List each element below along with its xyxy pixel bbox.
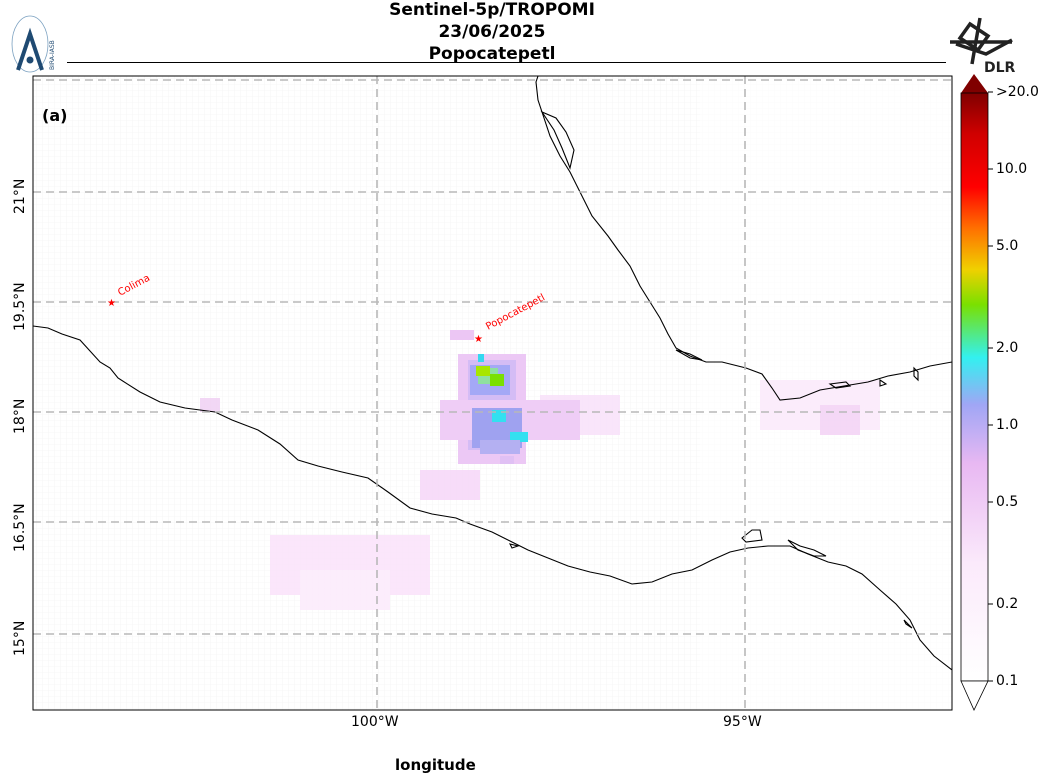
coastline bbox=[33, 76, 952, 671]
colorbar-label-0-1: 0.1 bbox=[996, 673, 1019, 689]
map-frame bbox=[32, 75, 953, 711]
bira-iasb-logo: BIRA-IASB bbox=[11, 15, 56, 73]
lat-tick-15: 15°N bbox=[12, 620, 28, 656]
colorbar-label-10-0: 10.0 bbox=[996, 161, 1028, 177]
gridlines bbox=[33, 76, 952, 710]
colorbar-label-2-0: 2.0 bbox=[996, 340, 1019, 356]
title-line-2: 23/06/2025 bbox=[438, 22, 546, 42]
title-line-3: Popocatepetl bbox=[428, 44, 556, 64]
lat-tick-16-5: 16.5°N bbox=[12, 503, 28, 552]
colima-marker: ★ bbox=[107, 298, 116, 309]
so2-plume bbox=[440, 330, 580, 464]
lat-tick-18: 18°N bbox=[12, 398, 28, 434]
title-divider bbox=[67, 62, 946, 63]
lon-tick-95w: 95°W bbox=[723, 714, 762, 730]
dlr-logo bbox=[950, 17, 1013, 65]
dlr-text: DLR bbox=[984, 60, 1016, 76]
map-area: ★ ★ Colima Popocatepetl bbox=[33, 76, 952, 710]
colorbar-tick-marks bbox=[988, 91, 993, 682]
colorbar-label-5-0: 5.0 bbox=[996, 238, 1019, 254]
lat-tick-21: 21°N bbox=[12, 178, 28, 214]
longitude-axis-label: longitude bbox=[395, 756, 476, 774]
panel-label: (a) bbox=[42, 106, 68, 125]
colorbar-label-1-0: 1.0 bbox=[996, 417, 1019, 433]
lon-tick-100w: 100°W bbox=[351, 714, 399, 730]
map-title: Sentinel-5p/TROPOMI 23/06/2025 Popocatep… bbox=[342, 0, 642, 65]
popocatepetl-marker: ★ bbox=[474, 334, 483, 345]
colorbar-label-0-5: 0.5 bbox=[996, 494, 1019, 510]
colorbar-label-0-2: 0.2 bbox=[996, 596, 1019, 612]
svg-text:BIRA-IASB: BIRA-IASB bbox=[49, 40, 56, 70]
colorbar-label-20-0: >20.0 bbox=[996, 84, 1039, 100]
title-line-1: Sentinel-5p/TROPOMI bbox=[389, 0, 595, 20]
lat-tick-19-5: 19.5°N bbox=[12, 282, 28, 331]
so2-plume-background bbox=[200, 380, 880, 610]
colorbar bbox=[960, 74, 993, 711]
